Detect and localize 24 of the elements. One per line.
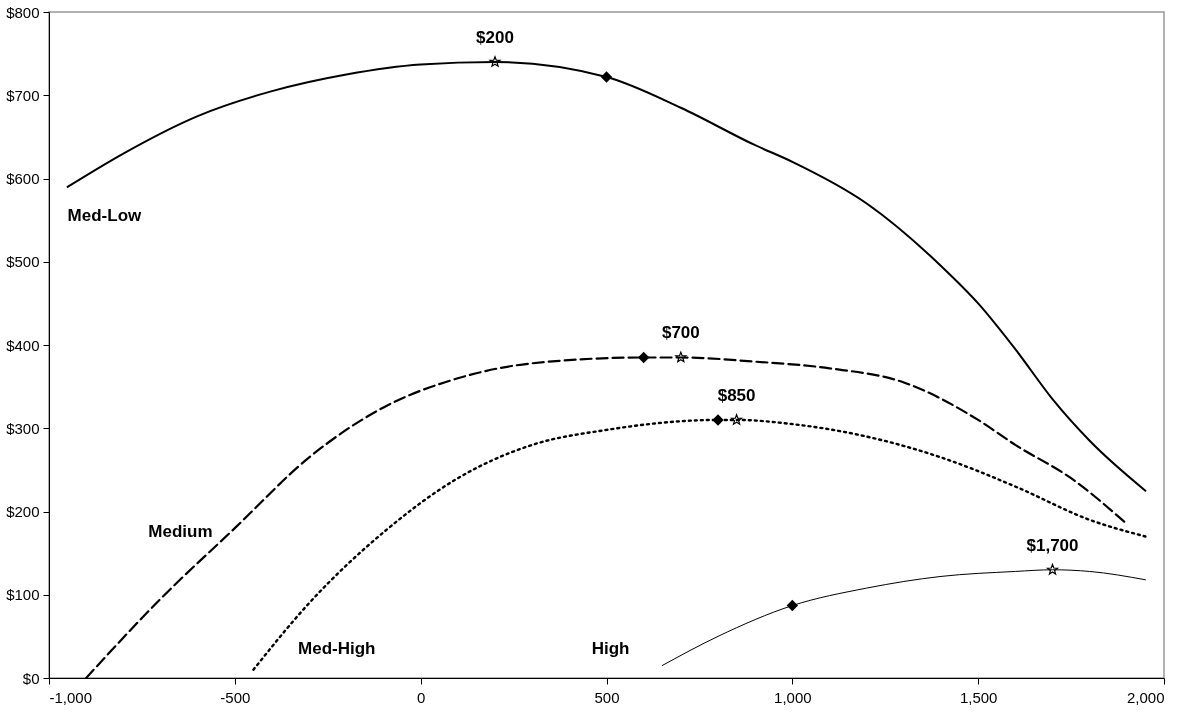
series-label: Med-Low <box>67 205 143 225</box>
x-tick-label: 500 <box>594 688 620 706</box>
y-tick-label: $200 <box>6 503 40 520</box>
y-tick-label: $400 <box>6 336 40 354</box>
x-tick-label: 1,500 <box>959 688 998 706</box>
annotation: $700 <box>661 323 700 343</box>
y-tick-label: $300 <box>6 419 40 437</box>
x-tick-label: 0 <box>416 688 426 706</box>
series-label: Medium <box>148 522 213 542</box>
series-label: High <box>591 638 630 658</box>
annotation: $1,700 <box>1026 535 1079 555</box>
y-tick-label: $500 <box>6 253 40 271</box>
y-tick-label: $800 <box>6 3 40 21</box>
annotation: $200 <box>476 27 514 47</box>
x-tick-label: 2,000 <box>1126 688 1165 706</box>
x-tick-label: -1,000 <box>49 688 93 706</box>
y-tick-label: $700 <box>6 86 40 104</box>
x-tick-label: 1,000 <box>774 688 812 706</box>
annotation: $850 <box>717 385 756 405</box>
x-tick-label: -500 <box>220 688 251 706</box>
y-tick-label: $600 <box>6 170 40 187</box>
series-label: Med-High <box>298 638 376 658</box>
y-tick-label: $0 <box>22 669 40 687</box>
y-tick-label: $100 <box>6 586 40 604</box>
